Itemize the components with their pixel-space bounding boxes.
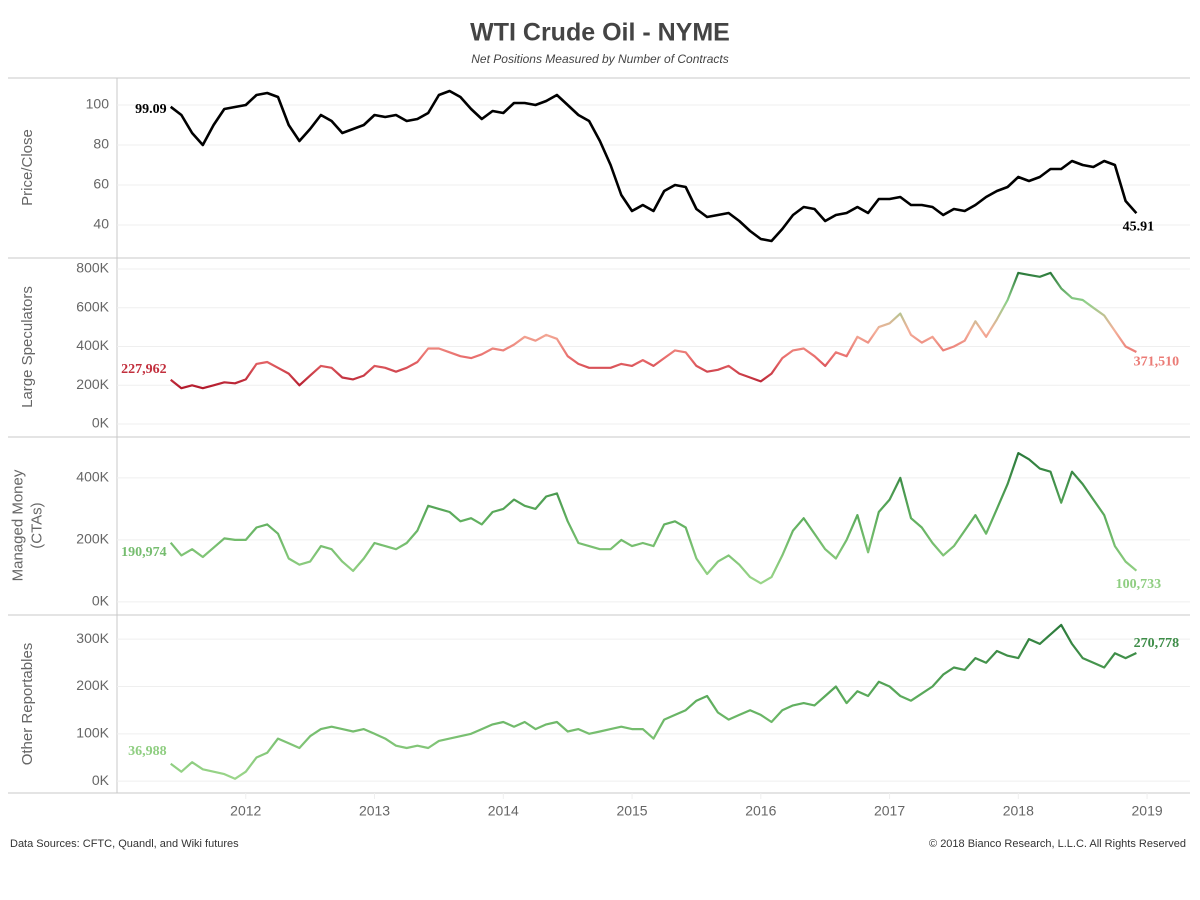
- x-tick-label: 2017: [874, 803, 905, 819]
- series-line: [169, 89, 1138, 243]
- x-tick-label: 2014: [488, 803, 519, 819]
- y-axis-label: Price/Close: [19, 129, 36, 206]
- value-label: 45.91: [1123, 219, 1155, 234]
- y-tick-label: 80: [93, 136, 109, 152]
- y-tick-label: 60: [93, 176, 109, 192]
- value-label: 99.09: [135, 102, 167, 117]
- value-label: 190,974: [121, 545, 167, 560]
- y-tick-label: 400K: [76, 469, 109, 485]
- value-label: 227,962: [121, 362, 167, 377]
- y-tick-label: 200K: [76, 376, 109, 392]
- value-label: 270,778: [1134, 636, 1180, 651]
- sources-note: Data Sources: CFTC, Quandl, and Wiki fut…: [10, 838, 239, 850]
- y-tick-label: 300K: [76, 630, 109, 646]
- y-axis-label: (CTAs): [28, 502, 45, 548]
- y-tick-label: 200K: [76, 677, 109, 693]
- chart-subtitle: Net Positions Measured by Number of Cont…: [471, 52, 728, 66]
- value-label: 100,733: [1116, 577, 1162, 592]
- y-tick-label: 40: [93, 216, 109, 232]
- x-tick-label: 2013: [359, 803, 390, 819]
- y-tick-label: 0K: [92, 593, 110, 609]
- x-tick-label: 2018: [1003, 803, 1034, 819]
- y-tick-label: 100: [86, 96, 110, 112]
- y-tick-label: 0K: [92, 415, 110, 431]
- y-tick-label: 800K: [76, 260, 109, 276]
- y-tick-label: 600K: [76, 298, 109, 314]
- x-tick-label: 2016: [745, 803, 776, 819]
- y-tick-label: 100K: [76, 725, 109, 741]
- series-line: [170, 271, 1137, 390]
- x-tick-label: 2012: [230, 803, 261, 819]
- series-line: [170, 623, 1137, 780]
- y-axis-label: Large Speculators: [19, 286, 36, 408]
- chart-title: WTI Crude Oil - NYME: [470, 19, 730, 47]
- y-axis-label: Managed Money: [9, 469, 26, 581]
- value-label: 371,510: [1134, 354, 1180, 369]
- copyright-note: © 2018 Bianco Research, L.L.C. All Right…: [929, 838, 1186, 850]
- y-tick-label: 400K: [76, 337, 109, 353]
- x-tick-label: 2019: [1132, 803, 1163, 819]
- y-tick-label: 0K: [92, 772, 110, 788]
- y-tick-label: 200K: [76, 531, 109, 547]
- value-label: 36,988: [128, 744, 167, 759]
- x-tick-label: 2015: [616, 803, 647, 819]
- series-line: [169, 452, 1138, 585]
- y-axis-label: Other Reportables: [19, 643, 36, 766]
